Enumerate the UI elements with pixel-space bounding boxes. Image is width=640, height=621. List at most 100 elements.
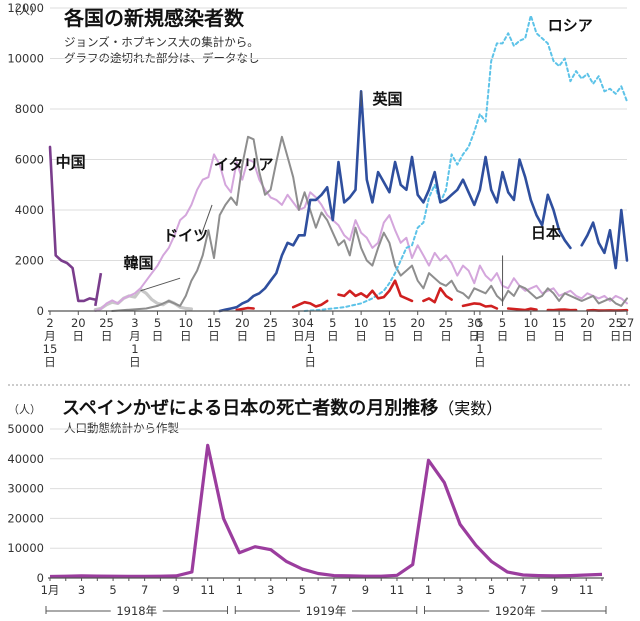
chart1-x-tick-label: 20 日: [235, 316, 250, 343]
chart2-x-tick-label: 9: [173, 583, 180, 597]
chart2-y-tick-label: 20000: [7, 511, 44, 525]
chart2-x-tick-label: 5: [299, 583, 306, 597]
chart2-x-tick-label: 7: [330, 583, 337, 597]
series-line-korea: [93, 287, 193, 312]
chart2-x-tick-label: 5: [109, 583, 116, 597]
chart1-x-tick-label: 25 日: [439, 316, 454, 343]
series-label-germany: ドイツ: [163, 226, 208, 244]
series-label-russia: ロシア: [548, 17, 593, 35]
chart1-x-tick-label: 20 日: [71, 316, 86, 343]
series-line-japan: [506, 307, 538, 312]
series-line-japan: [546, 308, 578, 312]
chart-2: （人） スペインかぜによる日本の死亡者数の月別推移（実数） 人口動態統計から作製…: [7, 397, 607, 618]
chart1-y-tick-label: 12000: [7, 1, 44, 15]
chart1-x-tick-label: 15 日: [552, 316, 567, 343]
chart2-x-tick-label: 3: [267, 583, 274, 597]
chart2-x-tick-label: 7: [519, 583, 526, 597]
chart2-x-tick-label: 5: [488, 583, 495, 597]
chart1-x-tick-label: 30 日: [292, 316, 307, 343]
chart1-x-tick-label: 30 日: [467, 316, 482, 343]
chart1-y-tick-label: 0: [37, 304, 44, 318]
chart1-x-tick-label: 15 日: [207, 316, 222, 343]
chart2-x-tick-label: 9: [551, 583, 558, 597]
chart1-x-tick-label: 10 日: [524, 316, 539, 343]
chart1-y-unit: （人）: [8, 4, 41, 17]
chart1-y-ticks: 0 2000 4000 6000 8000 10000 12000: [7, 1, 44, 318]
chart2-x-ticks: 1月 3 5 7 9 11 1 3 5 7 9 11 1 3 5 7 9 11: [41, 578, 603, 597]
chart2-y-unit: （人）: [8, 403, 41, 416]
korea-leader-line: [140, 277, 181, 292]
chart2-x-tick-label: 11: [390, 583, 405, 597]
chart2-x-tick-label: 7: [141, 583, 148, 597]
chart2-y-tick-label: 50000: [7, 422, 44, 436]
series-label-japan: 日本: [531, 224, 561, 242]
chart2-y-tick-label: 30000: [7, 482, 44, 496]
series-line-china: [48, 145, 97, 303]
chart1-y-tick-label: 2000: [15, 254, 44, 268]
chart2-title-suffix: （実数）: [438, 399, 502, 418]
series-line-uk: [580, 208, 629, 270]
series-line-uk: [218, 90, 572, 313]
chart2-y-tick-label: 40000: [7, 452, 44, 466]
series-line-china-tail: [94, 272, 103, 307]
year-label: 1918年: [116, 604, 157, 618]
chart1-y-tick-label: 6000: [15, 153, 44, 167]
series-label-china: 中国: [56, 153, 86, 171]
chart2-x-tick-label: 1: [236, 583, 243, 597]
chart1-x-tick-label: 20 日: [410, 316, 425, 343]
chart2-y-tick-label: 10000: [7, 541, 44, 555]
chart1-x-tick-label: 25 日: [608, 316, 623, 343]
chart1-x-tick-label: 10 日: [178, 316, 193, 343]
chart1-gridlines: [50, 7, 627, 261]
chart1-y-tick-label: 8000: [15, 102, 44, 116]
series-line-italy: [94, 153, 628, 312]
year-label: 1919年: [306, 604, 347, 618]
chart2-subtitle: 人口動態統計から作製: [64, 421, 179, 435]
series-line-japan: [291, 299, 329, 309]
chart1-x-ticks: 2 月 15 日20 日25 日3 月 1 日5 日10 日15 日20 日25 日30 日4 月 1 日5 日10…: [43, 311, 635, 369]
chart2-x-tick-label: 11: [200, 583, 215, 597]
series-label-italy: イタリア: [214, 156, 273, 174]
chart1-x-tick-label: 27 日: [620, 316, 635, 343]
chart-1: （人） 各国の新規感染者数 ジョンズ・ホプキンス大の集計から。 グラフの途切れた…: [7, 1, 634, 369]
chart1-x-tick-label: 25 日: [99, 316, 114, 343]
chart2-x-tick-label: 1月: [41, 583, 60, 597]
year-label: 1920年: [495, 604, 536, 618]
chart2-gridlines: [50, 428, 602, 549]
chart1-x-tick-label: 25 日: [263, 316, 278, 343]
chart2-y-tick-label: 0: [37, 571, 44, 585]
chart1-x-tick-label: 15 日: [382, 316, 397, 343]
chart2-year-labels: 1918年 1919年 1920年: [45, 604, 607, 618]
chart2-title: スペインかぜによる日本の死亡者数の月別推移（実数）: [62, 397, 502, 419]
series-label-uk: 英国: [372, 90, 402, 108]
series-line-japan: [235, 306, 255, 312]
series-line-deaths: [49, 443, 603, 579]
chart2-y-ticks: 0 10000 20000 30000 40000 50000: [7, 422, 44, 585]
chart1-y-tick-label: 4000: [15, 203, 44, 217]
series-line-germany: [111, 135, 628, 312]
chart2-x-tick-label: 1: [425, 583, 432, 597]
chart2-x-tick-label: 9: [362, 583, 369, 597]
chart1-x-tick-label: 20 日: [580, 316, 595, 343]
chart2-x-tick-label: 3: [78, 583, 85, 597]
series-label-korea: 韓国: [124, 254, 154, 272]
chart1-title: 各国の新規感染者数: [63, 6, 245, 30]
chart2-x-tick-label: 3: [456, 583, 463, 597]
series-line-russia: [303, 14, 628, 312]
chart1-x-tick-label: 10 日: [354, 316, 369, 343]
germany-leader-line: [200, 204, 213, 236]
chart2-title-main: スペインかぜによる日本の死亡者数の月別推移: [62, 397, 438, 419]
series-line-japan: [461, 302, 499, 310]
series-line-japan: [337, 279, 414, 303]
series-line-japan: [422, 287, 453, 304]
chart2-x-tick-label: 11: [579, 583, 594, 597]
chart1-x-tick-label: 2 月 15 日: [43, 316, 58, 369]
